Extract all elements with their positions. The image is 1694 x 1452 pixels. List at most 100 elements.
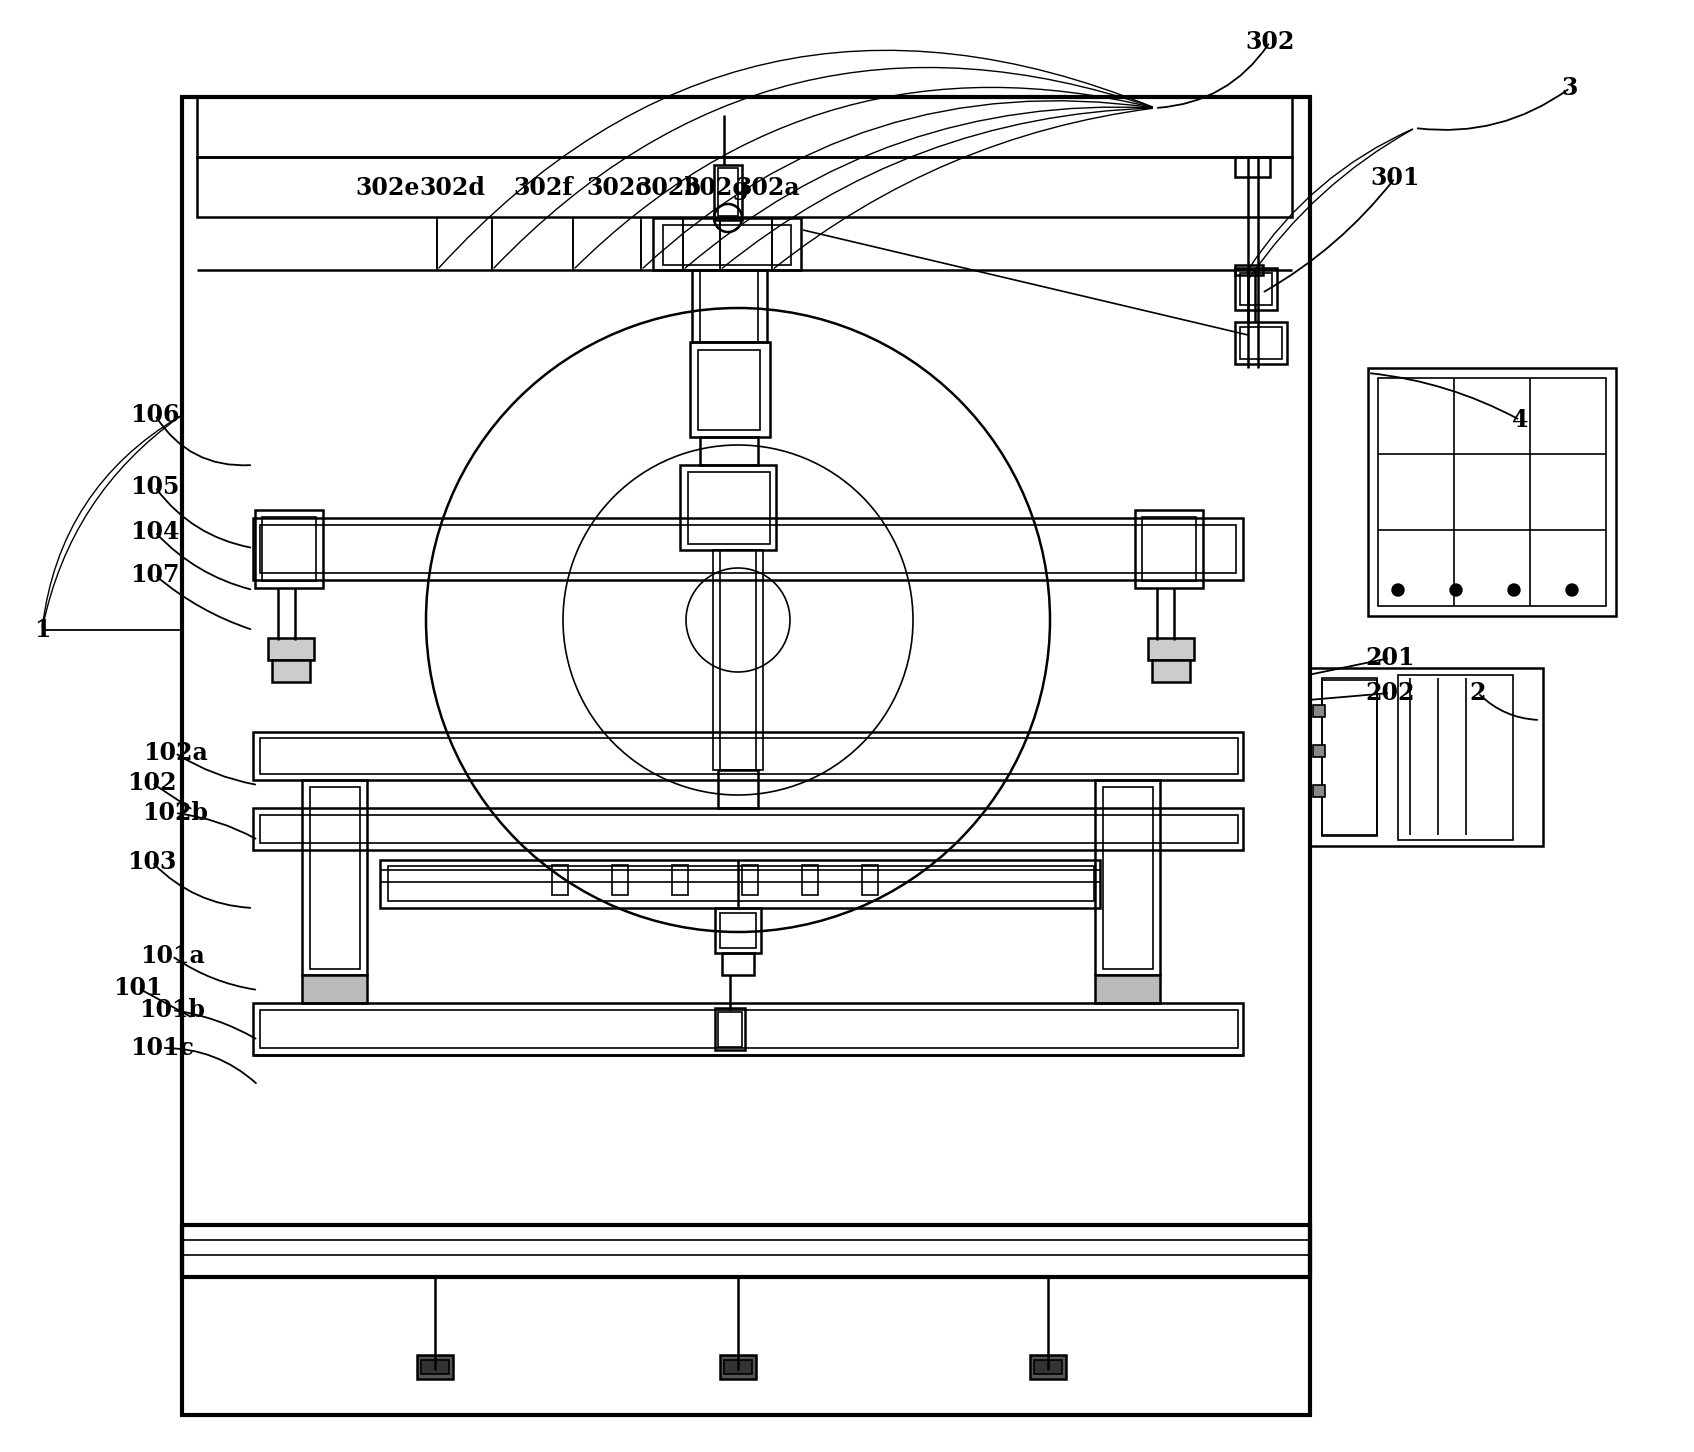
Bar [1235,266,1264,274]
Text: 101a: 101a [139,944,205,968]
Bar [256,510,324,588]
Bar [181,1225,1309,1276]
Text: 101b: 101b [139,998,205,1022]
Bar [801,865,818,894]
Bar [742,865,757,894]
Bar [388,865,1094,902]
Text: 302g: 302g [683,176,749,200]
Bar [718,1012,742,1047]
Circle shape [1508,584,1520,595]
Text: 202: 202 [1365,681,1414,706]
Bar [718,168,739,216]
Bar [713,166,742,221]
Text: 302e: 302e [356,176,420,200]
Bar [715,1008,745,1050]
Text: 3: 3 [1562,76,1579,100]
Bar [302,974,368,1003]
Text: 103: 103 [127,849,176,874]
Text: 302d: 302d [418,176,484,200]
Bar [1149,637,1194,661]
Bar [310,787,361,968]
Bar [1240,273,1272,305]
Bar [689,343,771,437]
Bar [700,270,757,343]
Text: 102a: 102a [142,741,207,765]
Bar [417,1355,452,1379]
Bar [197,157,1293,216]
Bar [422,1361,449,1374]
Text: 101: 101 [113,976,163,1000]
Text: 106: 106 [130,404,180,427]
Bar [259,815,1238,844]
Bar [1103,787,1154,968]
Bar [698,350,761,430]
Text: 302c: 302c [586,176,650,200]
Text: 2: 2 [1470,681,1486,706]
Bar [252,732,1243,780]
Bar [700,437,757,465]
Bar [662,225,791,266]
Text: 301: 301 [1370,166,1420,190]
Bar [252,807,1243,849]
Bar [263,517,317,581]
Text: 102b: 102b [142,802,208,825]
Bar [693,270,767,343]
Bar [1235,157,1270,177]
Bar [723,1361,752,1374]
Circle shape [1565,584,1579,595]
Bar [673,865,688,894]
Bar [1377,378,1606,605]
Bar [552,865,567,894]
Bar [1309,668,1543,847]
Bar [1398,675,1513,841]
Bar [720,913,756,948]
Text: 105: 105 [130,475,180,499]
Text: 4: 4 [1511,408,1528,433]
Bar [259,1011,1238,1048]
Bar [679,465,776,550]
Circle shape [1392,584,1404,595]
Bar [1030,1355,1066,1379]
Bar [720,550,756,770]
Bar [862,865,877,894]
Text: 1: 1 [34,619,51,642]
Bar [302,780,368,974]
Bar [1313,706,1325,717]
Bar [1135,510,1203,588]
Bar [1152,661,1189,682]
Bar [713,550,762,770]
Bar [197,97,1293,157]
Bar [259,738,1238,774]
Text: 201: 201 [1365,646,1414,669]
Bar [722,953,754,974]
Bar [1321,678,1377,836]
Text: 302f: 302f [513,176,573,200]
Bar [1094,780,1160,974]
Text: 302b: 302b [635,176,701,200]
Bar [688,472,771,544]
Bar [1313,745,1325,756]
Bar [1142,517,1196,581]
Text: 101c: 101c [130,1035,193,1060]
Bar [259,526,1237,574]
Bar [379,860,1099,908]
Bar [268,637,313,661]
Bar [718,770,757,807]
Bar [1369,367,1616,616]
Bar [1033,1361,1062,1374]
Bar [1094,974,1160,1003]
Text: 104: 104 [130,520,180,544]
Bar [1313,786,1325,797]
Bar [273,661,310,682]
Bar [1235,322,1287,364]
Bar [720,1355,756,1379]
Bar [252,518,1243,579]
Bar [1321,680,1377,835]
Bar [252,1003,1243,1056]
Bar [1240,327,1282,359]
Text: 302: 302 [1245,30,1294,54]
Text: 102: 102 [127,771,176,796]
Bar [1235,269,1277,309]
Bar [612,865,628,894]
Text: 107: 107 [130,563,180,587]
